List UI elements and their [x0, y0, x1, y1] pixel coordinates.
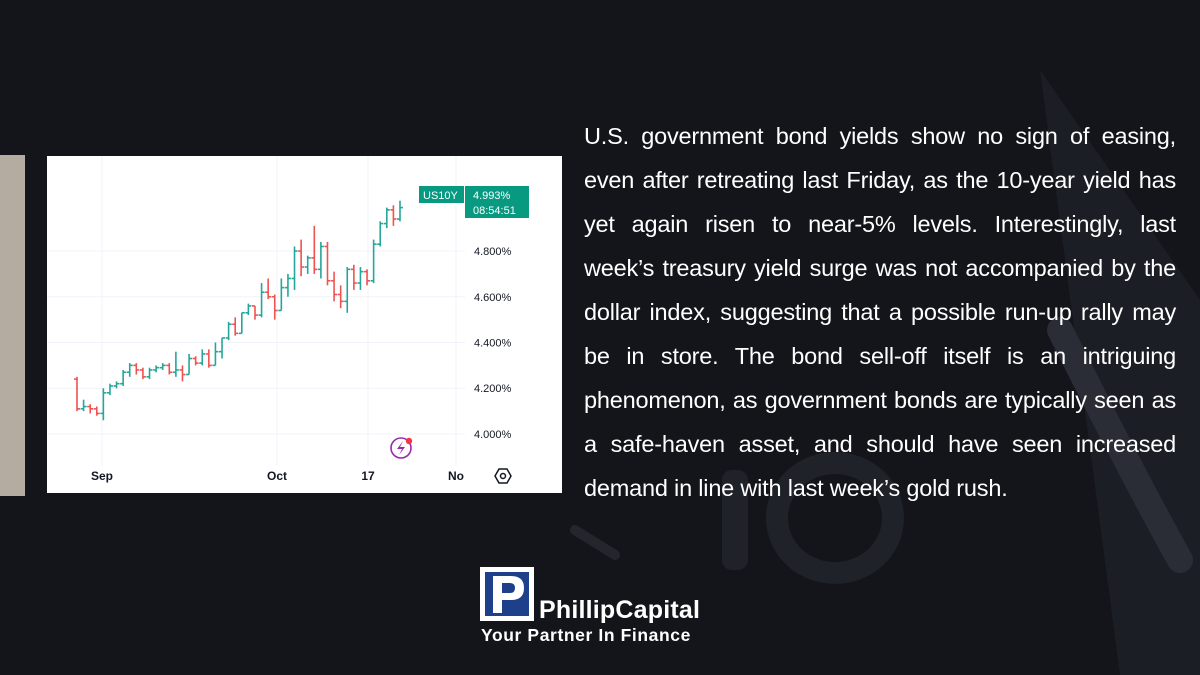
ohlc-bar — [219, 337, 226, 359]
ohlc-bar — [337, 285, 344, 309]
us10y-bar-chart: 4.800% 4.600% 4.400% 4.200% 4.000% Sep Oct 17 N… — [47, 156, 529, 484]
ohlc-bar — [390, 205, 397, 226]
ohlc-bar — [153, 365, 160, 373]
ohlc-bar — [364, 269, 371, 286]
ohlc-bar — [357, 267, 364, 290]
ohlc-bar — [133, 363, 140, 375]
phillipcapital-logo: PhillipCapital Your Partner In Finance — [480, 567, 725, 647]
ohlc-bar — [93, 406, 100, 416]
logo-p-icon — [480, 567, 534, 621]
y-tick-label: 4.600% — [474, 292, 512, 304]
y-tick-label: 4.400% — [474, 338, 512, 350]
brand-name: PhillipCapital — [539, 596, 701, 624]
ohlc-bar — [205, 349, 212, 368]
ohlc-bar — [212, 342, 219, 367]
ohlc-bar — [370, 239, 377, 284]
ohlc-bar — [298, 239, 305, 277]
ohlc-bar — [311, 225, 318, 274]
ohlc-bar — [350, 264, 357, 290]
brand-tagline: Your Partner In Finance — [481, 625, 691, 645]
ohlc-bar — [324, 241, 331, 286]
symbol-label: US10Y — [423, 190, 459, 202]
decorative-side-strip — [0, 155, 25, 496]
ohlc-bar — [106, 383, 113, 396]
ohlc-bar — [258, 283, 265, 318]
x-tick-label: No — [448, 469, 464, 483]
ohlc-bar — [344, 267, 351, 313]
ohlc-bar — [186, 353, 193, 376]
us10y-chart-card: 4.800% 4.600% 4.400% 4.200% 4.000% Sep Oct 17 N… — [47, 156, 562, 493]
ohlc-bar — [251, 305, 258, 320]
settings-icon[interactable] — [494, 468, 512, 484]
ohlc-bar — [383, 207, 390, 229]
ohlc-bar — [120, 369, 127, 386]
countdown-label: 08:54:51 — [473, 205, 516, 217]
x-tick-label: Oct — [267, 469, 287, 483]
ohlc-bar — [100, 388, 107, 421]
y-tick-label: 4.000% — [474, 429, 512, 441]
ohlc-bar — [199, 349, 206, 366]
ohlc-bar — [265, 278, 272, 300]
ohlc-bar — [80, 399, 87, 412]
y-tick-label: 4.800% — [474, 246, 512, 258]
ohlc-bar — [245, 303, 252, 316]
price-badge: US10Y 4.993% 08:54:51 — [419, 186, 529, 218]
ohlc-bar — [397, 200, 403, 222]
ohlc-bar — [284, 273, 291, 297]
ohlc-bar — [291, 246, 298, 290]
ohlc-bar — [192, 356, 199, 366]
ohlc-bar — [179, 365, 186, 382]
ohlc-bar — [238, 311, 245, 335]
ohlc-bar — [317, 241, 324, 279]
ohlc-bar — [87, 404, 94, 414]
y-tick-label: 4.200% — [474, 383, 512, 395]
ohlc-bar — [139, 367, 146, 380]
ohlc-bar — [126, 363, 133, 377]
ohlc-bar — [377, 221, 384, 247]
ohlc-bar — [113, 381, 120, 389]
x-tick-label: 17 — [361, 469, 375, 483]
ohlc-bar — [304, 255, 311, 274]
ohlc-bar — [74, 376, 80, 412]
ohlc-bar — [278, 278, 285, 312]
ohlc-bar — [232, 317, 239, 336]
x-tick-label: Sep — [91, 469, 113, 483]
article-text: U.S. government bond yields show no sign… — [584, 123, 1176, 501]
ohlc-bar — [271, 294, 278, 320]
last-price-label: 4.993% — [473, 190, 511, 202]
flash-icon[interactable] — [390, 437, 413, 459]
ohlc-bar — [146, 367, 153, 380]
ohlc-bar — [166, 363, 173, 375]
ohlc-bar — [159, 363, 166, 370]
ohlc-bar — [225, 321, 232, 341]
ohlc-bar — [331, 271, 338, 302]
ohlc-bar — [172, 351, 179, 377]
